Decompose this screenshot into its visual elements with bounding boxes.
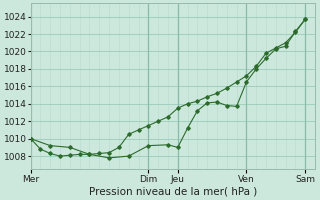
X-axis label: Pression niveau de la mer( hPa ): Pression niveau de la mer( hPa ): [89, 187, 257, 197]
